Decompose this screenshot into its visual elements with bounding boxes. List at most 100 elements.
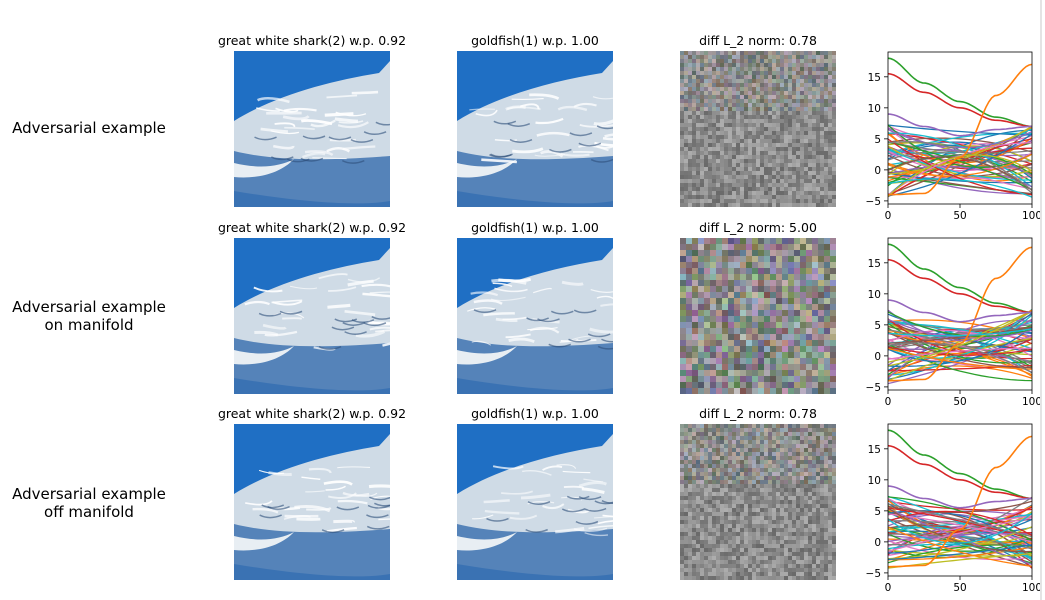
diff-noise-cell	[784, 448, 788, 452]
diff-noise-cell	[832, 576, 836, 580]
diff-noise-cell	[704, 452, 708, 456]
diff-noise-cell	[764, 524, 768, 528]
diff-noise-cell	[760, 83, 764, 87]
diff-noise-cell	[820, 508, 824, 512]
diff-noise-cell	[700, 127, 704, 131]
diff-noise-cell	[680, 71, 684, 75]
shark-skin-shadow	[601, 500, 613, 504]
diff-noise-cell	[688, 75, 692, 79]
diff-noise-cell	[732, 536, 736, 540]
diff-noise-cell	[820, 544, 824, 548]
diff-noise-cell	[770, 298, 776, 304]
diff-noise-cell	[818, 262, 824, 268]
diff-noise-cell	[776, 520, 780, 524]
diff-noise-cell	[788, 436, 792, 440]
diff-noise-cell	[708, 123, 712, 127]
diff-noise-cell	[692, 452, 696, 456]
diff-noise-cell	[768, 83, 772, 87]
diff-noise-cell	[736, 576, 740, 580]
diff-noise-cell	[824, 143, 828, 147]
diff-noise-cell	[744, 436, 748, 440]
diff-noise-cell	[770, 238, 776, 244]
diff-noise-cell	[812, 179, 816, 183]
diff-noise-cell	[784, 488, 788, 492]
diff-noise-cell	[758, 244, 764, 250]
diff-noise-cell	[828, 496, 832, 500]
diff-noise-cell	[716, 123, 720, 127]
diff-noise-cell	[828, 183, 832, 187]
diff-noise-cell	[832, 560, 836, 564]
diff-noise-cell	[816, 71, 820, 75]
shark-skin-shadow	[350, 138, 374, 143]
diff-noise-cell	[724, 536, 728, 540]
diff-noise-cell	[696, 572, 700, 576]
diff-noise-cell	[806, 274, 812, 280]
diff-noise-cell	[768, 496, 772, 500]
diff-noise-cell	[768, 111, 772, 115]
diff-noise-cell	[788, 516, 792, 520]
diff-noise-cell	[832, 496, 836, 500]
diff-noise-cell	[708, 428, 712, 432]
diff-noise-cell	[804, 147, 808, 151]
diff-noise-cell	[824, 382, 830, 388]
diff-noise-cell	[808, 175, 812, 179]
diff-noise-cell	[776, 63, 780, 67]
diff-noise-cell	[698, 310, 704, 316]
diff-noise-cell	[782, 238, 788, 244]
diff-noise-cell	[704, 103, 708, 107]
diff-noise-cell	[704, 87, 708, 91]
diff-noise-cell	[768, 564, 772, 568]
diff-noise-cell	[712, 540, 716, 544]
diff-noise-cell	[812, 139, 816, 143]
diff-noise-cell	[740, 63, 744, 67]
diff-noise-cell	[828, 452, 832, 456]
diff-noise-cell	[830, 274, 836, 280]
diff-noise-cell	[784, 163, 788, 167]
diff-noise-cell	[692, 286, 698, 292]
diff-noise-cell	[760, 456, 764, 460]
diff-noise-cell	[782, 268, 788, 274]
diff-noise-cell	[752, 576, 756, 580]
diff-noise-cell	[824, 452, 828, 456]
diff-noise-cell	[688, 524, 692, 528]
diff-noise-cell	[756, 444, 760, 448]
diff-noise-cell	[680, 159, 684, 163]
diff-noise-cell	[812, 171, 816, 175]
diff-noise-cell	[782, 256, 788, 262]
diff-noise-cell	[812, 131, 816, 135]
diff-noise-cell	[824, 67, 828, 71]
series-line	[887, 326, 1033, 344]
y-tick-label: 10	[868, 475, 881, 487]
diff-noise-cell	[728, 464, 732, 468]
shark-skin-shadow	[550, 310, 574, 315]
diff-noise-cell	[816, 432, 820, 436]
diff-noise-cell	[732, 448, 736, 452]
diff-noise-cell	[712, 480, 716, 484]
diff-noise-cell	[700, 508, 704, 512]
diff-noise-cell	[824, 496, 828, 500]
diff-noise-cell	[728, 500, 732, 504]
diff-noise-cell	[764, 191, 768, 195]
diff-noise-cell	[692, 151, 696, 155]
diff-noise-cell	[728, 131, 732, 135]
diff-noise-cell	[816, 187, 820, 191]
diff-noise-cell	[808, 55, 812, 59]
diff-noise-cell	[692, 500, 696, 504]
diff-noise-cell	[680, 268, 686, 274]
water-caustic-highlight	[262, 323, 287, 330]
diff-noise-cell	[800, 452, 804, 456]
diff-noise-cell	[806, 292, 812, 298]
diff-noise-cell	[812, 83, 816, 87]
diff-noise-cell	[732, 460, 736, 464]
diff-noise-cell	[812, 123, 816, 127]
diff-noise-cell	[806, 358, 812, 364]
diff-noise-cell	[734, 340, 740, 346]
diff-noise-cell	[812, 280, 818, 286]
diff-noise-cell	[808, 115, 812, 119]
diff-noise-cell	[832, 468, 836, 472]
diff-noise-cell	[728, 364, 734, 370]
series-line	[887, 310, 1033, 367]
diff-noise-cell	[764, 364, 770, 370]
diff-noise-cell	[698, 298, 704, 304]
diff-noise-cell	[728, 310, 734, 316]
